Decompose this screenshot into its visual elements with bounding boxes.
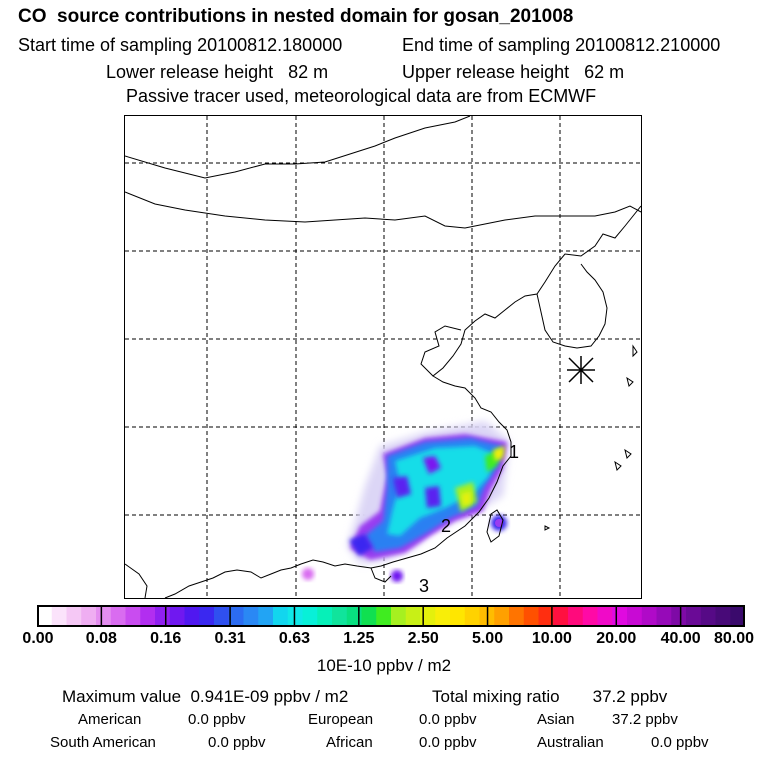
colorbar-swatch xyxy=(273,605,289,627)
colorbar-swatch xyxy=(656,605,672,627)
map-panel: 1 2 3 xyxy=(124,115,642,599)
colorbar-swatch xyxy=(155,605,171,627)
colorbar-swatch xyxy=(391,605,407,627)
map-canvas: 1 2 3 xyxy=(124,115,642,599)
colorbar-swatch xyxy=(568,605,584,627)
colorbar-swatch xyxy=(553,605,569,627)
colorbar-tick-label: 20.00 xyxy=(596,630,637,647)
colorbar-swatch xyxy=(125,605,141,627)
colorbar-swatch xyxy=(228,605,244,627)
region-value-african: 0.0 ppbv xyxy=(419,734,477,751)
colorbar-swatch xyxy=(405,605,421,627)
colorbar-swatch xyxy=(169,605,185,627)
colorbar-tick-label: 0.63 xyxy=(278,630,311,647)
region-value-european: 0.0 ppbv xyxy=(419,711,477,728)
colorbar-tick-label: 0.08 xyxy=(85,630,117,647)
maximum-value-label: Maximum value 0.941E-09 ppbv / m2 xyxy=(62,687,349,706)
colorbar-tick-label: 80.00 xyxy=(713,630,755,647)
colorbar-swatch xyxy=(700,605,716,627)
colorbar-swatch xyxy=(715,605,731,627)
colorbar-swatch xyxy=(346,605,362,627)
colorbar-swatch xyxy=(199,605,215,627)
coastlines xyxy=(124,115,642,599)
colorbar-swatch xyxy=(243,605,259,627)
colorbar-swatch xyxy=(287,605,303,627)
end-time-label: End time of sampling 20100812.210000 xyxy=(402,35,721,55)
colorbar-swatch xyxy=(37,605,53,627)
region-name-african: African xyxy=(326,734,373,751)
region-name-european: European xyxy=(308,711,374,728)
region-label-2: 2 xyxy=(441,516,451,536)
colorbar-swatch xyxy=(538,605,554,627)
region-value-american: 0.0 ppbv xyxy=(188,711,246,728)
colorbar-swatch xyxy=(332,605,348,627)
colorbar-unit: 10E-10 ppbv / m2 xyxy=(316,656,452,675)
colorbar-swatch xyxy=(450,605,466,627)
colorbar-swatch xyxy=(110,605,126,627)
colorbar-tick-label: 5.00 xyxy=(471,630,504,647)
graticule xyxy=(125,116,641,598)
colorbar-swatch xyxy=(627,605,643,627)
region-value-asian: 37.2 ppbv xyxy=(612,711,678,728)
colorbar-swatch xyxy=(81,605,97,627)
region-value-south-american: 0.0 ppbv xyxy=(208,734,266,751)
colorbar-tick-label: 10.00 xyxy=(531,630,572,647)
colorbar-swatch xyxy=(140,605,156,627)
colorbar-swatch xyxy=(730,605,745,627)
colorbar-tick-label: 2.50 xyxy=(407,630,439,647)
colorbar-swatch xyxy=(686,605,702,627)
start-time-label: Start time of sampling 20100812.180000 xyxy=(18,35,343,55)
colorbar-tick-label: 40.00 xyxy=(660,630,701,647)
colorbar-swatch xyxy=(420,605,436,627)
colorbar-swatch xyxy=(376,605,392,627)
colorbar-swatch xyxy=(523,605,539,627)
colorbar-swatch xyxy=(96,605,112,627)
region-name-asian: Asian xyxy=(537,711,575,728)
colorbar-swatch xyxy=(612,605,628,627)
plot-title: CO source contributions in nested domain… xyxy=(18,6,574,27)
colorbar-swatch xyxy=(582,605,598,627)
colorbar-tick-label: 0.31 xyxy=(214,630,246,647)
colorbar-swatch xyxy=(671,605,687,627)
colorbar-swatch xyxy=(494,605,510,627)
colorbar-swatch xyxy=(258,605,274,627)
colorbar-swatch xyxy=(66,605,82,627)
colorbar-tick-label: 0.00 xyxy=(22,630,54,647)
colorbar-swatch xyxy=(435,605,451,627)
lower-height-label: Lower release height 82 m xyxy=(106,62,329,82)
upper-height-label: Upper release height 62 m xyxy=(402,62,625,82)
colorbar-tick-label: 0.16 xyxy=(150,630,182,647)
region-label-3: 3 xyxy=(419,576,429,596)
concentration-plume xyxy=(302,421,510,582)
colorbar-swatch xyxy=(597,605,613,627)
colorbar-swatch xyxy=(214,605,230,627)
region-label-1: 1 xyxy=(509,442,519,462)
region-name-american: American xyxy=(78,711,142,728)
total-mixing-ratio-label: Total mixing ratio 37.2 ppbv xyxy=(432,687,668,706)
colorbar-swatch xyxy=(641,605,657,627)
colorbar-swatch xyxy=(509,605,525,627)
colorbar-swatch xyxy=(51,605,67,627)
colorbar-swatch xyxy=(464,605,480,627)
tracer-note: Passive tracer used, meteorological data… xyxy=(126,86,597,106)
region-value-australian: 0.0 ppbv xyxy=(651,734,709,751)
colorbar-border xyxy=(37,605,745,627)
receptor-star-icon xyxy=(567,356,595,384)
colorbar xyxy=(37,605,745,627)
colorbar-tick-label: 1.25 xyxy=(343,630,375,647)
colorbar-swatch xyxy=(317,605,333,627)
colorbar-swatch xyxy=(302,605,318,627)
region-name-australian: Australian xyxy=(537,734,604,751)
region-name-south-american: South American xyxy=(50,734,156,751)
colorbar-swatch xyxy=(361,605,377,627)
colorbar-swatch xyxy=(184,605,200,627)
